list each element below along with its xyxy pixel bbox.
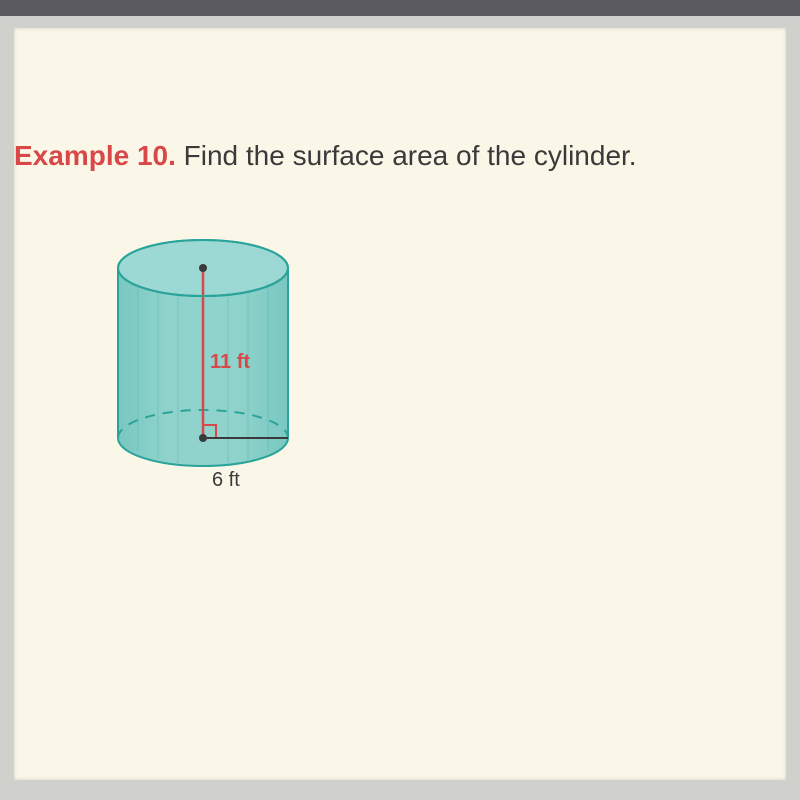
title-row: Example 10. Find the surface area of the… bbox=[14, 140, 786, 172]
window-top-bar bbox=[0, 0, 800, 16]
content-area: Example 10. Find the surface area of the… bbox=[14, 28, 786, 780]
cylinder-diagram: 11 ft 6 ft bbox=[98, 228, 308, 498]
example-label: Example 10. bbox=[14, 140, 176, 171]
height-label: 11 ft bbox=[210, 351, 250, 373]
problem-text: Find the surface area of the cylinder. bbox=[176, 140, 637, 171]
bottom-center-dot bbox=[199, 434, 207, 442]
outer-frame: Example 10. Find the surface area of the… bbox=[0, 0, 800, 800]
radius-label: 6 ft bbox=[212, 469, 240, 491]
top-center-dot bbox=[199, 264, 207, 272]
